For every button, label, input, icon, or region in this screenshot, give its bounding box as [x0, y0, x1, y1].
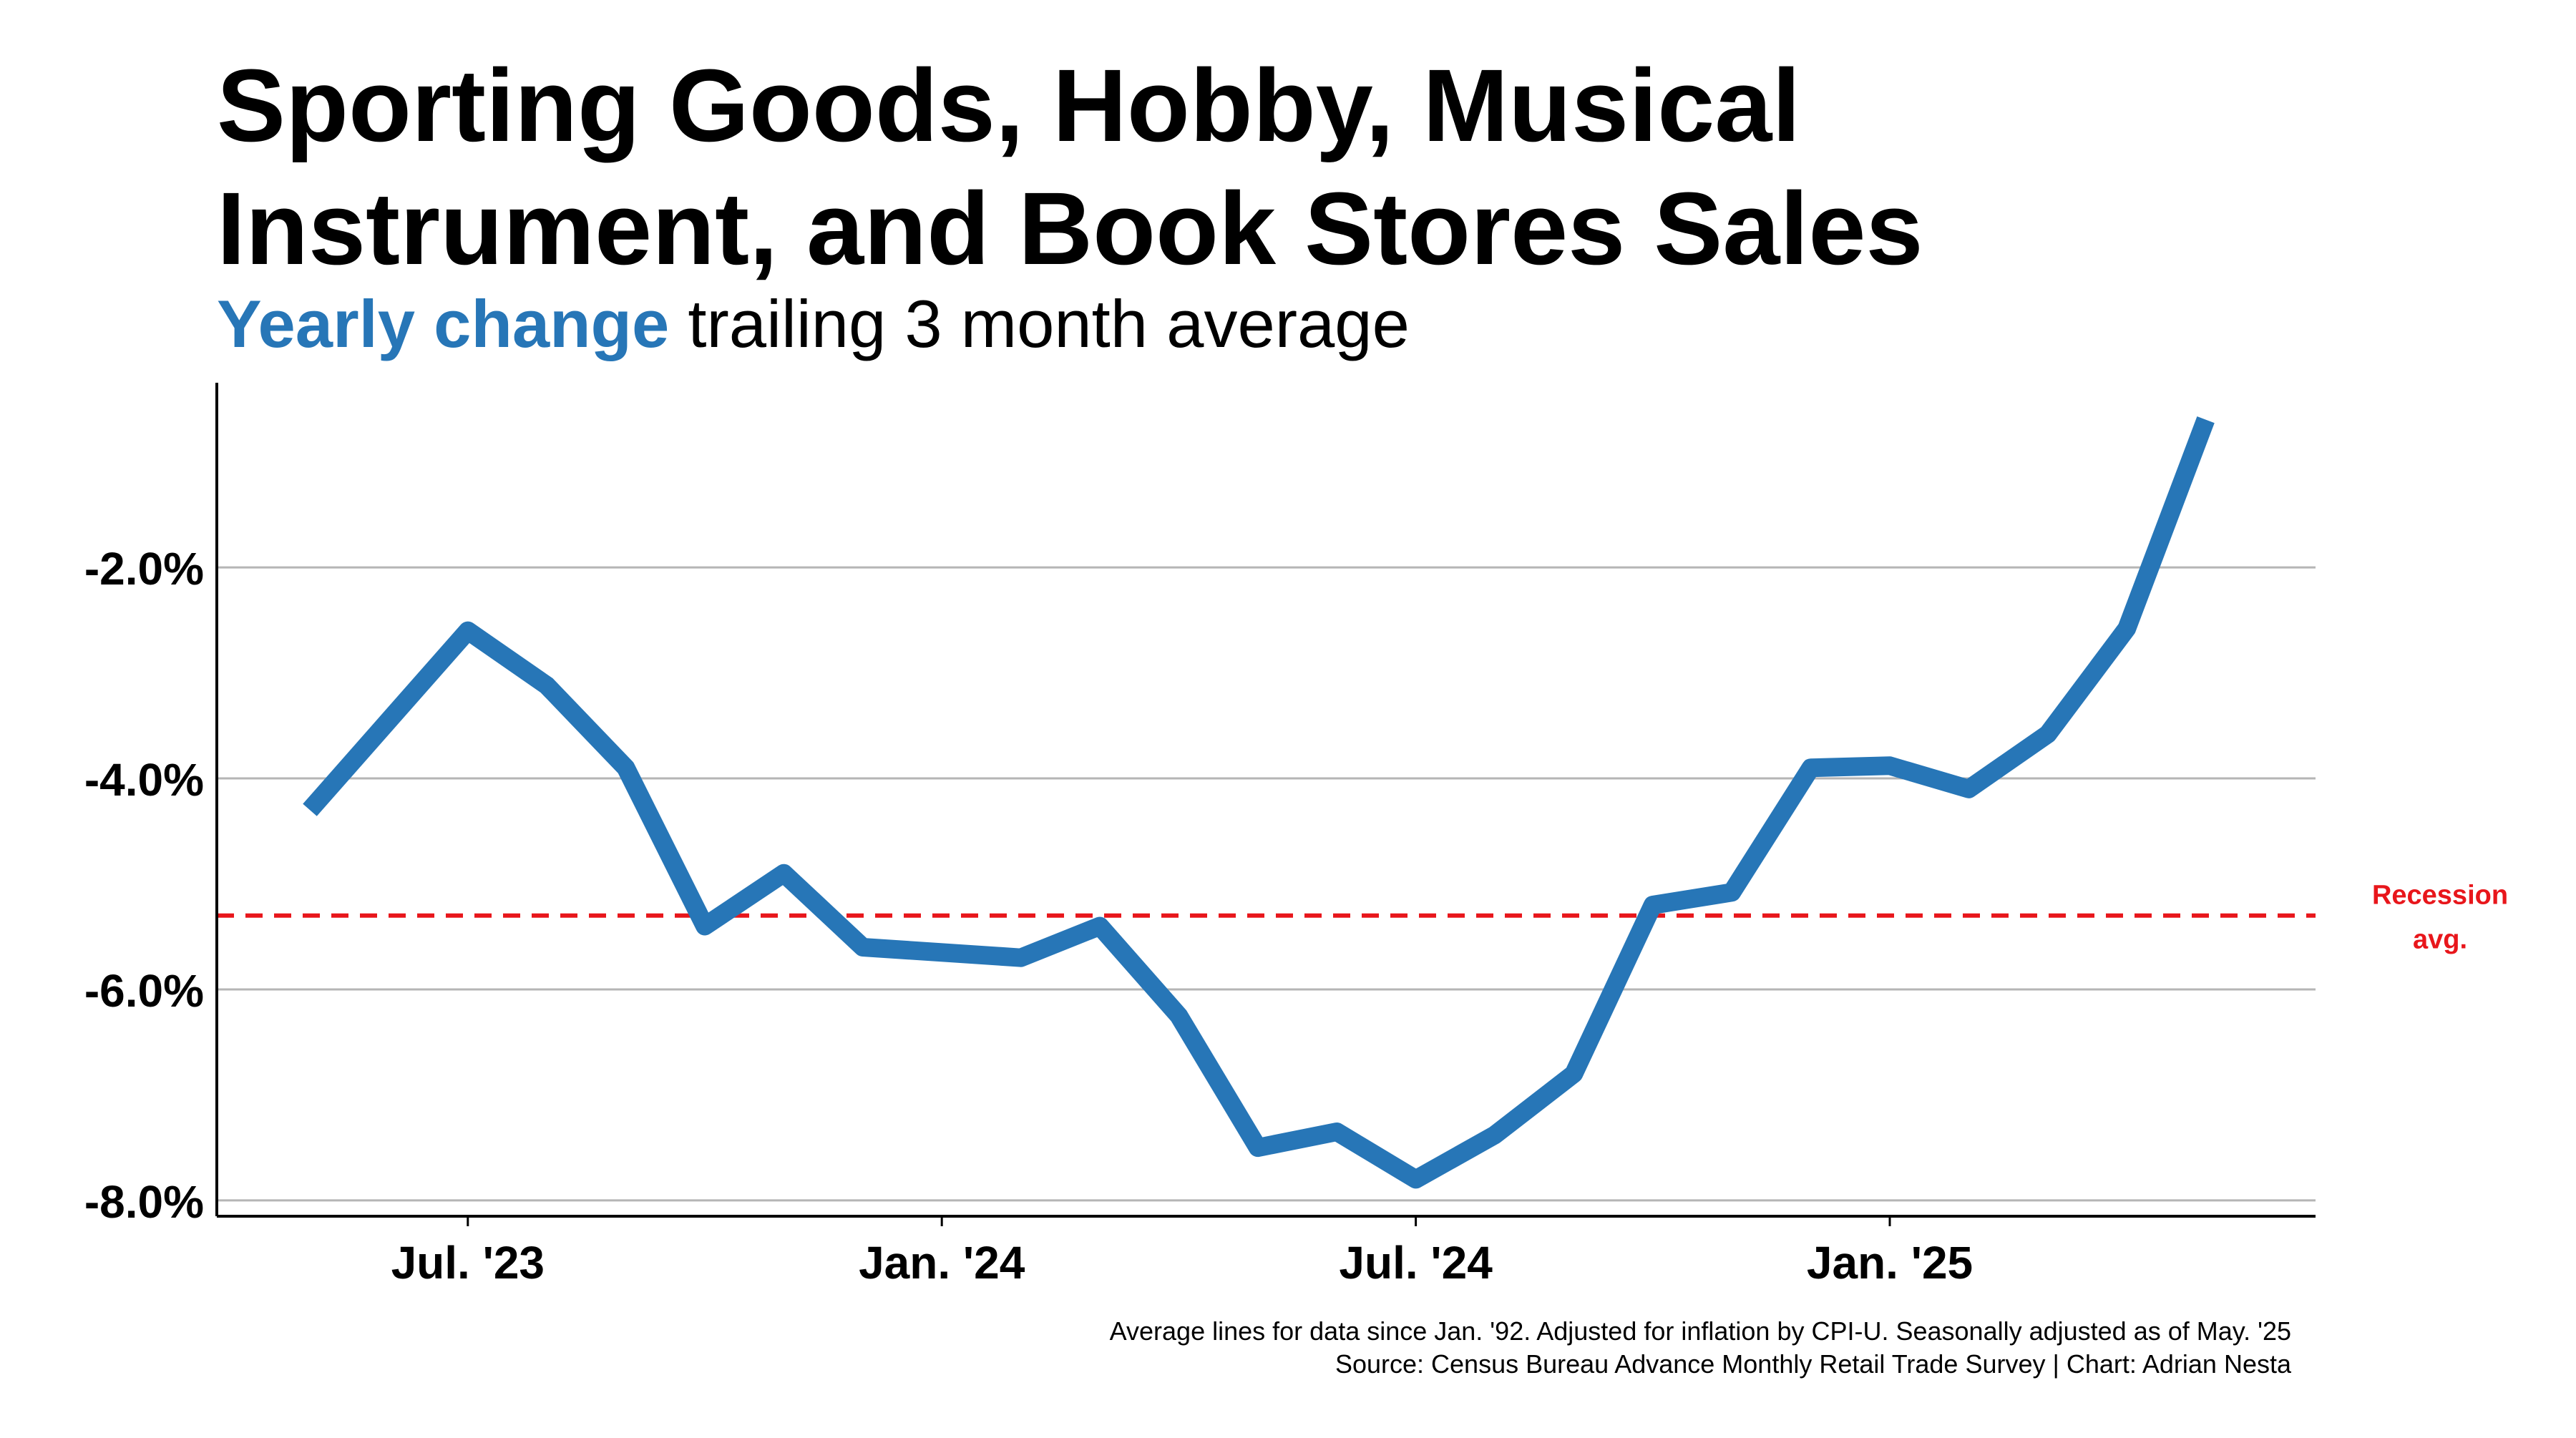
subtitle-highlight: Yearly change — [217, 286, 670, 361]
recession-avg-label-line2: avg. — [2413, 925, 2467, 955]
chart-title: Sporting Goods, Hobby, Musical Instrumen… — [217, 44, 1923, 290]
footer-source: Source: Census Bureau Advance Monthly Re… — [1335, 1349, 2291, 1379]
x-tick-label: Jan. '24 — [859, 1237, 1025, 1288]
footer-note: Average lines for data since Jan. '92. A… — [1109, 1316, 2291, 1346]
y-tick-label: -6.0% — [84, 965, 204, 1017]
series-line — [303, 416, 2215, 1189]
x-tick-label: Jan. '25 — [1807, 1237, 1973, 1288]
y-tick-label: -4.0% — [84, 754, 204, 806]
y-tick-label: -8.0% — [84, 1176, 204, 1228]
subtitle-rest: trailing 3 month average — [669, 286, 1410, 361]
chart-title-line1: Sporting Goods, Hobby, Musical — [217, 48, 1801, 163]
chart-footer: Average lines for data since Jan. '92. A… — [1110, 1315, 2291, 1381]
axes — [215, 383, 2316, 1226]
x-tick-label: Jul. '24 — [1339, 1237, 1493, 1288]
series-group — [303, 416, 2215, 1189]
y-axis-labels: -2.0% -4.0% -6.0% -8.0% — [84, 543, 204, 1228]
recession-avg-label-line1: Recession — [2372, 881, 2508, 911]
x-axis-labels: Jul. '23 Jan. '24 Jul. '24 Jan. '25 — [391, 1237, 1974, 1288]
recession-average: Recession avg. — [217, 881, 2508, 955]
y-tick-label: -2.0% — [84, 543, 204, 595]
chart-title-line2: Instrument, and Book Stores Sales — [217, 171, 1923, 286]
chart-subtitle: Yearly change trailing 3 month average — [217, 285, 1410, 363]
gridlines — [217, 566, 2316, 1202]
x-tick-label: Jul. '23 — [391, 1237, 545, 1288]
